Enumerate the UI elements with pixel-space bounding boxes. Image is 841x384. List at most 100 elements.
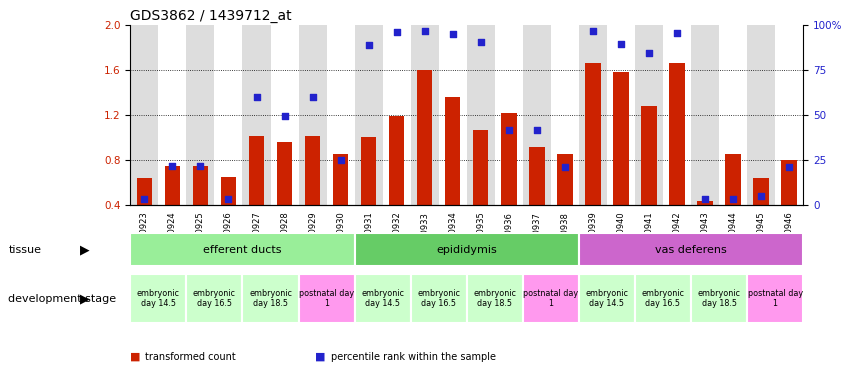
Bar bbox=[361, 137, 376, 251]
Bar bbox=[193, 166, 208, 251]
Bar bbox=[271, 25, 299, 205]
Bar bbox=[445, 97, 460, 251]
Bar bbox=[557, 154, 573, 251]
Bar bbox=[691, 274, 747, 323]
Text: ▶: ▶ bbox=[80, 243, 89, 256]
Point bbox=[446, 31, 459, 37]
Text: vas deferens: vas deferens bbox=[655, 245, 727, 255]
Bar bbox=[663, 25, 691, 205]
Text: epididymis: epididymis bbox=[436, 245, 497, 255]
Text: transformed count: transformed count bbox=[145, 352, 236, 362]
Bar bbox=[136, 178, 152, 251]
Bar bbox=[355, 274, 410, 323]
Point bbox=[418, 28, 431, 34]
Point bbox=[670, 30, 684, 36]
Bar bbox=[383, 25, 410, 205]
Text: embryonic
day 14.5: embryonic day 14.5 bbox=[585, 289, 628, 308]
Bar bbox=[220, 177, 236, 251]
Bar bbox=[579, 25, 607, 205]
Bar bbox=[523, 25, 551, 205]
Bar bbox=[187, 274, 242, 323]
Text: ▶: ▶ bbox=[80, 292, 89, 305]
Bar bbox=[299, 25, 326, 205]
Point bbox=[166, 163, 179, 169]
Bar bbox=[747, 274, 803, 323]
Point bbox=[614, 41, 627, 47]
Point bbox=[754, 194, 768, 200]
Text: embryonic
day 16.5: embryonic day 16.5 bbox=[417, 289, 460, 308]
Bar bbox=[249, 136, 264, 251]
Bar bbox=[579, 274, 635, 323]
Bar bbox=[467, 25, 495, 205]
Text: tissue: tissue bbox=[8, 245, 41, 255]
Text: embryonic
day 18.5: embryonic day 18.5 bbox=[473, 289, 516, 308]
Bar bbox=[439, 25, 467, 205]
Text: embryonic
day 14.5: embryonic day 14.5 bbox=[361, 289, 405, 308]
Bar bbox=[355, 25, 383, 205]
Point bbox=[698, 195, 711, 202]
Bar bbox=[130, 274, 187, 323]
Point bbox=[782, 164, 796, 170]
Bar bbox=[697, 201, 712, 251]
Text: postnatal day
1: postnatal day 1 bbox=[299, 289, 354, 308]
Bar bbox=[641, 106, 657, 251]
Bar bbox=[410, 274, 467, 323]
Bar bbox=[691, 25, 719, 205]
Text: efferent ducts: efferent ducts bbox=[204, 245, 282, 255]
Point bbox=[334, 157, 347, 164]
Point bbox=[558, 164, 572, 170]
Bar bbox=[613, 72, 628, 251]
Bar bbox=[585, 63, 600, 251]
Text: GDS3862 / 1439712_at: GDS3862 / 1439712_at bbox=[130, 8, 292, 23]
Text: ■: ■ bbox=[315, 352, 325, 362]
Point bbox=[586, 28, 600, 34]
Point bbox=[138, 195, 151, 202]
Bar bbox=[579, 233, 803, 266]
Point bbox=[362, 42, 375, 48]
Bar bbox=[467, 274, 523, 323]
Bar bbox=[719, 25, 747, 205]
Bar bbox=[165, 166, 180, 251]
Bar bbox=[299, 274, 355, 323]
Text: embryonic
day 14.5: embryonic day 14.5 bbox=[137, 289, 180, 308]
Bar bbox=[529, 147, 544, 251]
Point bbox=[222, 195, 235, 202]
Point bbox=[278, 113, 291, 119]
Point bbox=[727, 195, 740, 202]
Bar bbox=[187, 25, 214, 205]
Bar bbox=[607, 25, 635, 205]
Point bbox=[390, 29, 404, 35]
Point bbox=[530, 127, 543, 133]
Bar bbox=[551, 25, 579, 205]
Bar bbox=[355, 233, 579, 266]
Bar bbox=[635, 274, 691, 323]
Text: embryonic
day 16.5: embryonic day 16.5 bbox=[193, 289, 236, 308]
Bar bbox=[781, 161, 796, 251]
Bar bbox=[501, 113, 516, 251]
Bar bbox=[473, 130, 489, 251]
Bar bbox=[669, 63, 685, 251]
Bar bbox=[754, 178, 769, 251]
Text: embryonic
day 18.5: embryonic day 18.5 bbox=[697, 289, 741, 308]
Bar bbox=[495, 25, 523, 205]
Bar bbox=[417, 70, 432, 251]
Bar bbox=[747, 25, 775, 205]
Bar bbox=[242, 274, 299, 323]
Bar bbox=[410, 25, 439, 205]
Bar bbox=[775, 25, 803, 205]
Text: percentile rank within the sample: percentile rank within the sample bbox=[331, 352, 495, 362]
Bar bbox=[304, 136, 320, 251]
Bar bbox=[130, 25, 158, 205]
Text: postnatal day
1: postnatal day 1 bbox=[748, 289, 802, 308]
Point bbox=[502, 127, 516, 133]
Bar bbox=[130, 233, 355, 266]
Bar bbox=[635, 25, 663, 205]
Point bbox=[306, 94, 320, 100]
Bar bbox=[242, 25, 271, 205]
Text: embryonic
day 18.5: embryonic day 18.5 bbox=[249, 289, 292, 308]
Point bbox=[193, 163, 207, 169]
Bar bbox=[725, 154, 741, 251]
Text: embryonic
day 16.5: embryonic day 16.5 bbox=[642, 289, 685, 308]
Bar bbox=[523, 274, 579, 323]
Bar bbox=[389, 116, 405, 251]
